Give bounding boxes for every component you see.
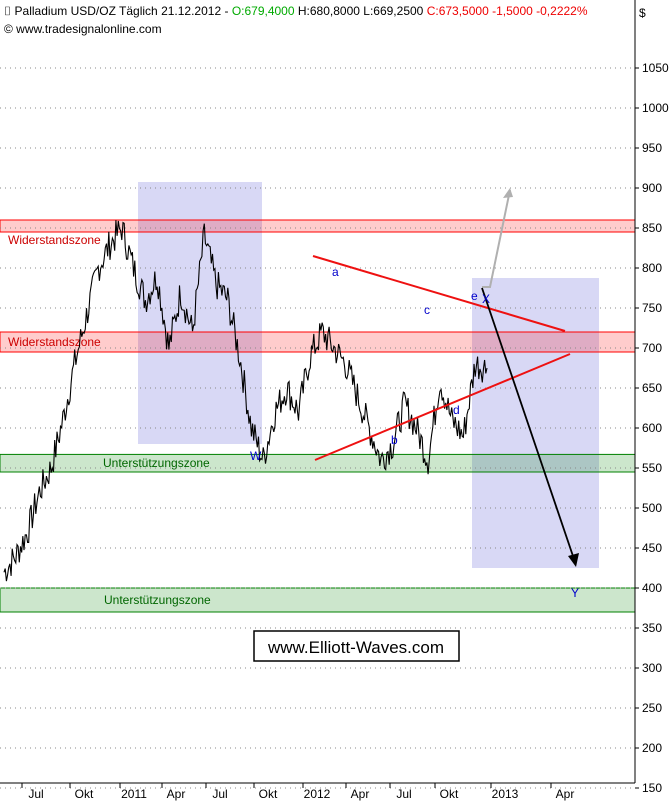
- projection-up-arrow: [482, 189, 511, 288]
- y-tick-label: 600: [642, 421, 662, 435]
- x-ticks: Jul Okt 2011 Apr Jul Okt 2012 Apr Jul Okt 2013 Apr: [21, 783, 575, 801]
- y-tick-label: 450: [642, 541, 662, 555]
- y-tick-label: 750: [642, 301, 662, 315]
- header-change-pct: -0,2222%: [536, 4, 588, 18]
- zone-band: [0, 587, 636, 613]
- header-low: L:669,2500: [363, 4, 423, 18]
- projection-up-arrowhead: [503, 188, 513, 198]
- y-tick-label: 150: [642, 781, 662, 795]
- zone-label: Unterstützungszone: [103, 456, 210, 470]
- y-tick-label: 1000: [642, 101, 669, 115]
- triangle-lower-line: [314, 353, 571, 461]
- y-ticks: 150 200 250 300 350 400 450 500 550 600 650 700 750 8…: [0, 61, 669, 795]
- y-tick-label: 850: [642, 221, 662, 235]
- y-tick-label: 500: [642, 501, 662, 515]
- y-tick-label: 400: [642, 581, 662, 595]
- wave-label-c: c: [424, 303, 430, 317]
- wave-label-b: b: [391, 433, 398, 447]
- zone-band: [0, 219, 636, 233]
- instrument-name: Palladium USD/OZ Täglich: [15, 4, 158, 18]
- x-tick-label: Okt: [75, 787, 94, 801]
- chart-header: ⌷ Palladium USD/OZ Täglich 21.12.2012 - …: [4, 4, 588, 18]
- header-close: C:673,5000: [427, 4, 489, 18]
- y-tick-label: 900: [642, 181, 662, 195]
- projection-down-arrow: [481, 287, 576, 563]
- header-high: H:680,8000: [298, 4, 360, 18]
- y-tick-label: 800: [642, 261, 662, 275]
- triangle-upper-line: [312, 255, 566, 332]
- x-tick-label: 2012: [304, 787, 331, 801]
- x-tick-label: Apr: [351, 787, 370, 801]
- x-tick-label: 2013: [492, 787, 519, 801]
- wave-label-w: W: [250, 449, 262, 463]
- x-tick-label: Jul: [212, 787, 227, 801]
- projection-down-arrowhead: [568, 553, 579, 567]
- price-series-line: [3, 220, 488, 582]
- watermark-box: [253, 630, 460, 662]
- header-date: 21.12.2012: [161, 4, 221, 18]
- y-tick-label: 650: [642, 381, 662, 395]
- x-tick-label: Apr: [167, 787, 186, 801]
- x-tick-label: Jul: [396, 787, 411, 801]
- y-tick-label: 350: [642, 621, 662, 635]
- y-tick-label: 1050: [642, 61, 669, 75]
- zone-label: Widerstandszone: [8, 233, 101, 247]
- x-tick-label: Okt: [440, 787, 459, 801]
- wave-label-x: X: [482, 292, 490, 306]
- y-tick-label: 250: [642, 701, 662, 715]
- wave-label-a: a: [332, 265, 339, 279]
- x-tick-label: Jul: [28, 787, 43, 801]
- y-unit-label: $: [639, 6, 646, 20]
- y-tick-label: 950: [642, 141, 662, 155]
- wave-label-y: Y: [571, 586, 579, 600]
- header-change: -1,5000: [492, 4, 533, 18]
- header-copyright: © www.tradesignalonline.com: [4, 22, 162, 36]
- y-tick-label: 300: [642, 661, 662, 675]
- x-tick-label: 2011: [121, 787, 147, 801]
- zones-layer: Widerstandszone Widerstandszone Unterstütz…: [0, 219, 636, 613]
- y-tick-label: 200: [642, 741, 662, 755]
- highlight-box-forecast: [472, 278, 599, 568]
- x-tick-label: Okt: [259, 787, 278, 801]
- y-tick-label: 700: [642, 341, 662, 355]
- watermark-text: www.Elliott-Waves.com: [267, 638, 444, 657]
- wave-label-d: d: [453, 403, 460, 417]
- highlight-box-2011: [138, 182, 262, 444]
- x-tick-label: Apr: [556, 787, 575, 801]
- y-tick-label: 550: [642, 461, 662, 475]
- instrument-icon: ⌷: [4, 4, 11, 18]
- zone-label: Unterstützungszone: [104, 593, 211, 607]
- zone-label: Widerstandszone: [8, 335, 101, 349]
- wave-label-e: e: [471, 289, 478, 303]
- header-open: O:679,4000: [232, 4, 295, 18]
